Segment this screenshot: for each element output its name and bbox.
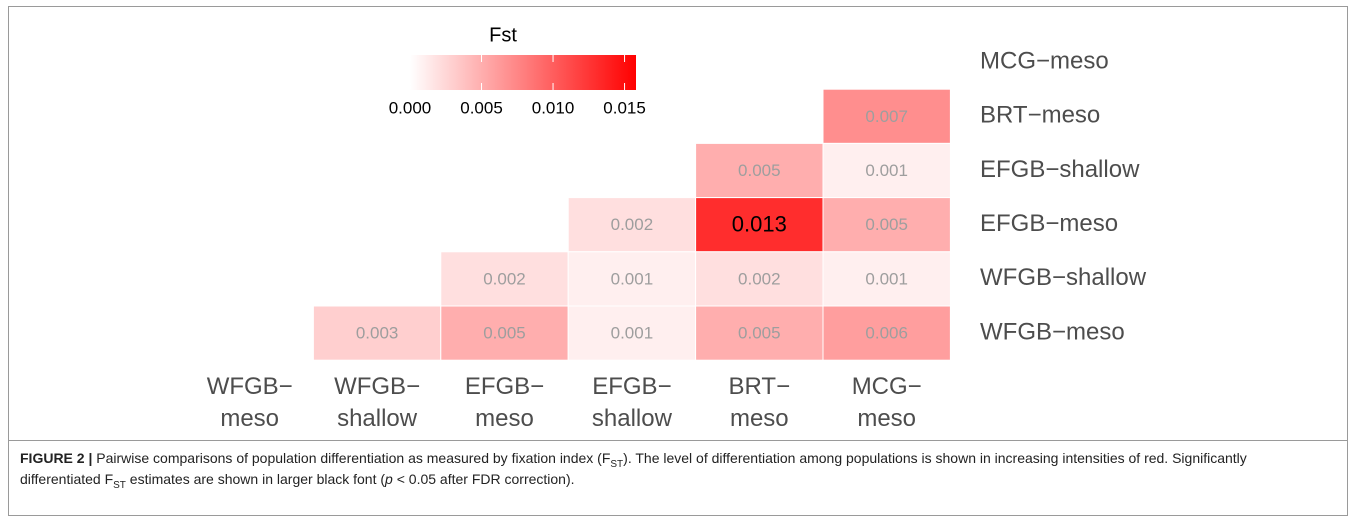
cell-value-label: 0.013: [732, 212, 787, 237]
x-tick-label-line: meso: [475, 405, 534, 432]
cell-value-label: 0.005: [738, 324, 781, 343]
y-tick-label: BRT−meso: [980, 102, 1100, 129]
figure-frame: [8, 6, 1348, 516]
cell-value-label: 0.001: [865, 161, 908, 180]
heat-cell: [440, 305, 569, 361]
x-tick-label: MCG− meso: [852, 373, 922, 432]
x-tick-label-line: BRT−: [729, 373, 791, 400]
heat-cell: [822, 142, 951, 199]
colorbar-tick-label: 0.010: [532, 98, 575, 117]
caption-label: FIGURE 2 |: [20, 450, 93, 466]
x-tick-label: EFGB− meso: [465, 373, 544, 432]
heat-cell: [567, 197, 697, 253]
y-tick-label: MCG−meso: [980, 47, 1109, 74]
caption: FIGURE 2 | Pairwise comparisons of popul…: [20, 448, 1330, 490]
cell-value-label: 0.001: [865, 269, 908, 288]
cell-value-label: 0.007: [865, 107, 908, 126]
x-tick-label-line: WFGB−: [334, 373, 420, 400]
colorbar: [410, 55, 636, 90]
x-tick-label: EFGB− shallow: [592, 373, 673, 432]
x-tick-label-line: WFGB−: [207, 373, 293, 400]
caption-separator: [8, 440, 1348, 441]
x-tick-label: WFGB− shallow: [334, 373, 420, 432]
caption-text: estimates are shown in larger black font…: [125, 471, 386, 487]
caption-text: ST: [610, 458, 624, 470]
heat-cell: [822, 197, 951, 253]
x-tick-label: BRT− meso: [729, 373, 791, 432]
y-tick-label: WFGB−shallow: [980, 264, 1147, 291]
heat-cell: [440, 251, 569, 307]
x-tick-label-line: MCG−: [852, 373, 922, 400]
heat-cell: [695, 142, 824, 199]
x-tick-label: WFGB− meso: [207, 373, 293, 432]
cell-value-label: 0.005: [483, 324, 526, 343]
cell-value-label: 0.003: [356, 324, 399, 343]
caption-text: < 0.05 after FDR correction).: [392, 471, 575, 487]
caption-text: Pairwise comparisons of population diffe…: [92, 450, 611, 466]
colorbar-tick-label: 0.000: [389, 98, 432, 117]
y-tick-label: WFGB−meso: [980, 318, 1125, 345]
x-tick-label-line: meso: [730, 405, 789, 432]
colorbar-tick-label: 0.005: [460, 98, 503, 117]
heat-cell: [312, 305, 442, 361]
heat-cell: [822, 305, 951, 361]
cell-value-label: 0.002: [611, 215, 654, 234]
caption-text: p: [385, 471, 393, 487]
x-tick-label-line: EFGB−: [592, 373, 671, 400]
cell-value-label: 0.002: [483, 269, 526, 288]
chart: Fst 0.007 0.005 0.001 0.002 0.013 0.005 0.002 0…: [207, 24, 1147, 432]
y-tick-label: EFGB−meso: [980, 210, 1118, 237]
colorbar-tick-label: 0.015: [603, 98, 646, 117]
x-tick-label-line: shallow: [337, 405, 418, 432]
cell-value-label: 0.005: [738, 161, 781, 180]
x-tick-label-line: EFGB−: [465, 373, 544, 400]
heat-cell: [695, 251, 824, 307]
x-tick-label-line: shallow: [592, 405, 673, 432]
caption-text: ). The level of differentiation among po…: [20, 450, 1247, 487]
heat-cell: [567, 305, 697, 361]
caption-text: ST: [113, 479, 126, 491]
cell-value-label: 0.001: [611, 269, 654, 288]
heat-cell: [567, 251, 697, 307]
x-tick-label-line: meso: [857, 405, 916, 432]
cell-value-label: 0.006: [865, 324, 908, 343]
cell-value-label: 0.002: [738, 269, 781, 288]
x-tick-label-line: meso: [220, 405, 279, 432]
cell-value-label: 0.001: [611, 324, 654, 343]
heat-cell: [695, 305, 824, 361]
cell-value-label: 0.005: [865, 215, 908, 234]
y-tick-label: EFGB−shallow: [980, 156, 1140, 183]
heat-cell: [822, 251, 951, 307]
legend-title: Fst: [489, 24, 517, 46]
